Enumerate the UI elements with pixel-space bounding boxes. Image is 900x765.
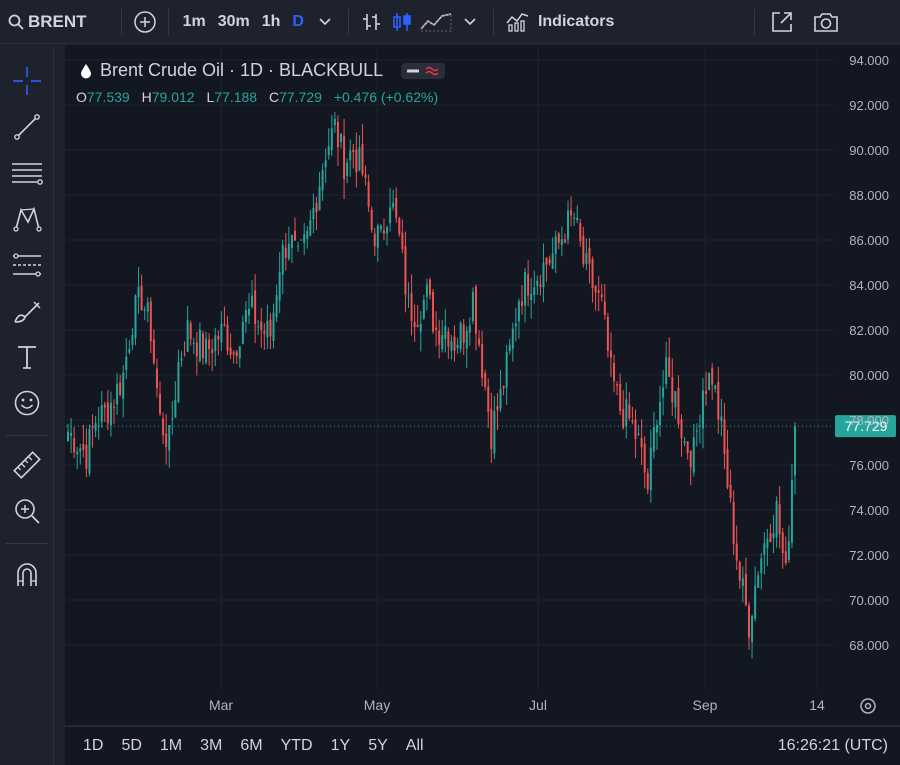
ohlc-values: O77.539 H79.012 L77.188 C77.729 +0.476 (… <box>76 89 446 105</box>
pattern-icon <box>13 206 42 232</box>
camera-icon <box>814 12 839 32</box>
indicators-button[interactable]: Indicators <box>502 0 614 44</box>
candles-icon <box>393 12 411 31</box>
prediction-tool[interactable] <box>9 247 45 283</box>
drawing-toolbar <box>0 45 54 765</box>
zoom-tool[interactable] <box>9 493 45 529</box>
snapshot-button[interactable] <box>811 0 841 44</box>
zoom-icon <box>15 499 40 524</box>
brush-icon <box>14 301 41 323</box>
close-value: 77.729 <box>279 89 322 105</box>
bars-style-button[interactable] <box>357 0 387 44</box>
brush-tool[interactable] <box>9 293 45 329</box>
ruler-icon <box>13 451 41 479</box>
indicators-label: Indicators <box>537 12 615 30</box>
price-axis[interactable] <box>835 45 900 725</box>
magnet-tool[interactable] <box>9 557 45 593</box>
interval-1m[interactable]: 1m <box>182 12 206 30</box>
text-tool[interactable] <box>9 339 45 375</box>
ruler-tool[interactable] <box>9 447 45 483</box>
interval-1d[interactable]: D <box>292 12 304 30</box>
open-value: 77.539 <box>86 89 130 105</box>
range-all[interactable]: All <box>405 737 424 754</box>
trendline-icon <box>14 114 40 140</box>
top-toolbar: BRENT 1m 30m 1h D Indicators <box>0 0 900 44</box>
high-value: 79.012 <box>151 89 195 105</box>
range-3m[interactable]: 3M <box>200 737 223 754</box>
chart-style-dropdown[interactable] <box>455 0 485 44</box>
interval-30m[interactable]: 30m <box>217 12 250 30</box>
range-1m[interactable]: 1M <box>159 737 183 754</box>
area-style-button[interactable] <box>417 0 455 44</box>
range-5y[interactable]: 5Y <box>368 737 388 754</box>
chevron-down-icon <box>464 17 476 25</box>
fullscreen-icon <box>772 11 793 32</box>
date-range-bar: 1D 5D 1M 3M 6M YTD 1Y 5Y All 16:26:21 (U… <box>65 726 900 765</box>
indicators-icon <box>506 12 529 32</box>
trendline-tool[interactable] <box>9 109 45 145</box>
range-6m[interactable]: 6M <box>240 737 263 754</box>
open-label: O <box>76 89 87 105</box>
low-value: 77.188 <box>214 89 258 105</box>
wave-icon <box>425 66 439 75</box>
range-5d[interactable]: 5D <box>121 737 142 754</box>
search-icon <box>8 14 24 30</box>
interval-dropdown[interactable] <box>310 0 340 44</box>
range-1d[interactable]: 1D <box>83 737 104 754</box>
legend-actions[interactable] <box>401 62 446 79</box>
text-icon <box>18 346 36 369</box>
fib-tool[interactable] <box>9 155 45 191</box>
pattern-tool[interactable] <box>9 201 45 237</box>
interval-1h[interactable]: 1h <box>261 12 281 30</box>
chart-pane[interactable] <box>65 45 835 725</box>
crosshair-tool[interactable] <box>9 63 45 99</box>
legend-title: Brent Crude Oil · 1D · BLACKBULL <box>100 60 384 80</box>
symbol-search[interactable]: BRENT <box>8 0 87 44</box>
fib-icon <box>12 163 43 185</box>
prediction-icon <box>13 253 41 277</box>
candles-style-button[interactable] <box>387 0 417 44</box>
symbol-label: BRENT <box>28 11 87 31</box>
magnet-icon <box>17 563 37 586</box>
add-symbol-icon <box>133 10 156 33</box>
add-symbol-button[interactable] <box>130 0 160 44</box>
bars-icon <box>362 13 380 30</box>
high-label: H <box>141 89 152 105</box>
low-label: L <box>206 89 215 105</box>
emoji-tool[interactable] <box>9 385 45 421</box>
close-label: C <box>268 89 280 105</box>
change-value: +0.476 (+0.62%) <box>333 89 439 105</box>
droplet-icon <box>81 63 91 78</box>
crosshair-icon <box>13 67 41 95</box>
chevron-down-icon <box>319 17 331 25</box>
area-icon <box>420 12 452 31</box>
emoji-icon <box>14 390 40 416</box>
range-1y[interactable]: 1Y <box>330 737 351 754</box>
range-ytd[interactable]: YTD <box>280 737 313 754</box>
chart-legend: Brent Crude Oil · 1D · BLACKBULL <box>80 60 446 81</box>
clock[interactable]: 16:26:21 (UTC) <box>777 737 888 754</box>
minus-icon <box>407 69 420 72</box>
fullscreen-button[interactable] <box>767 0 797 44</box>
